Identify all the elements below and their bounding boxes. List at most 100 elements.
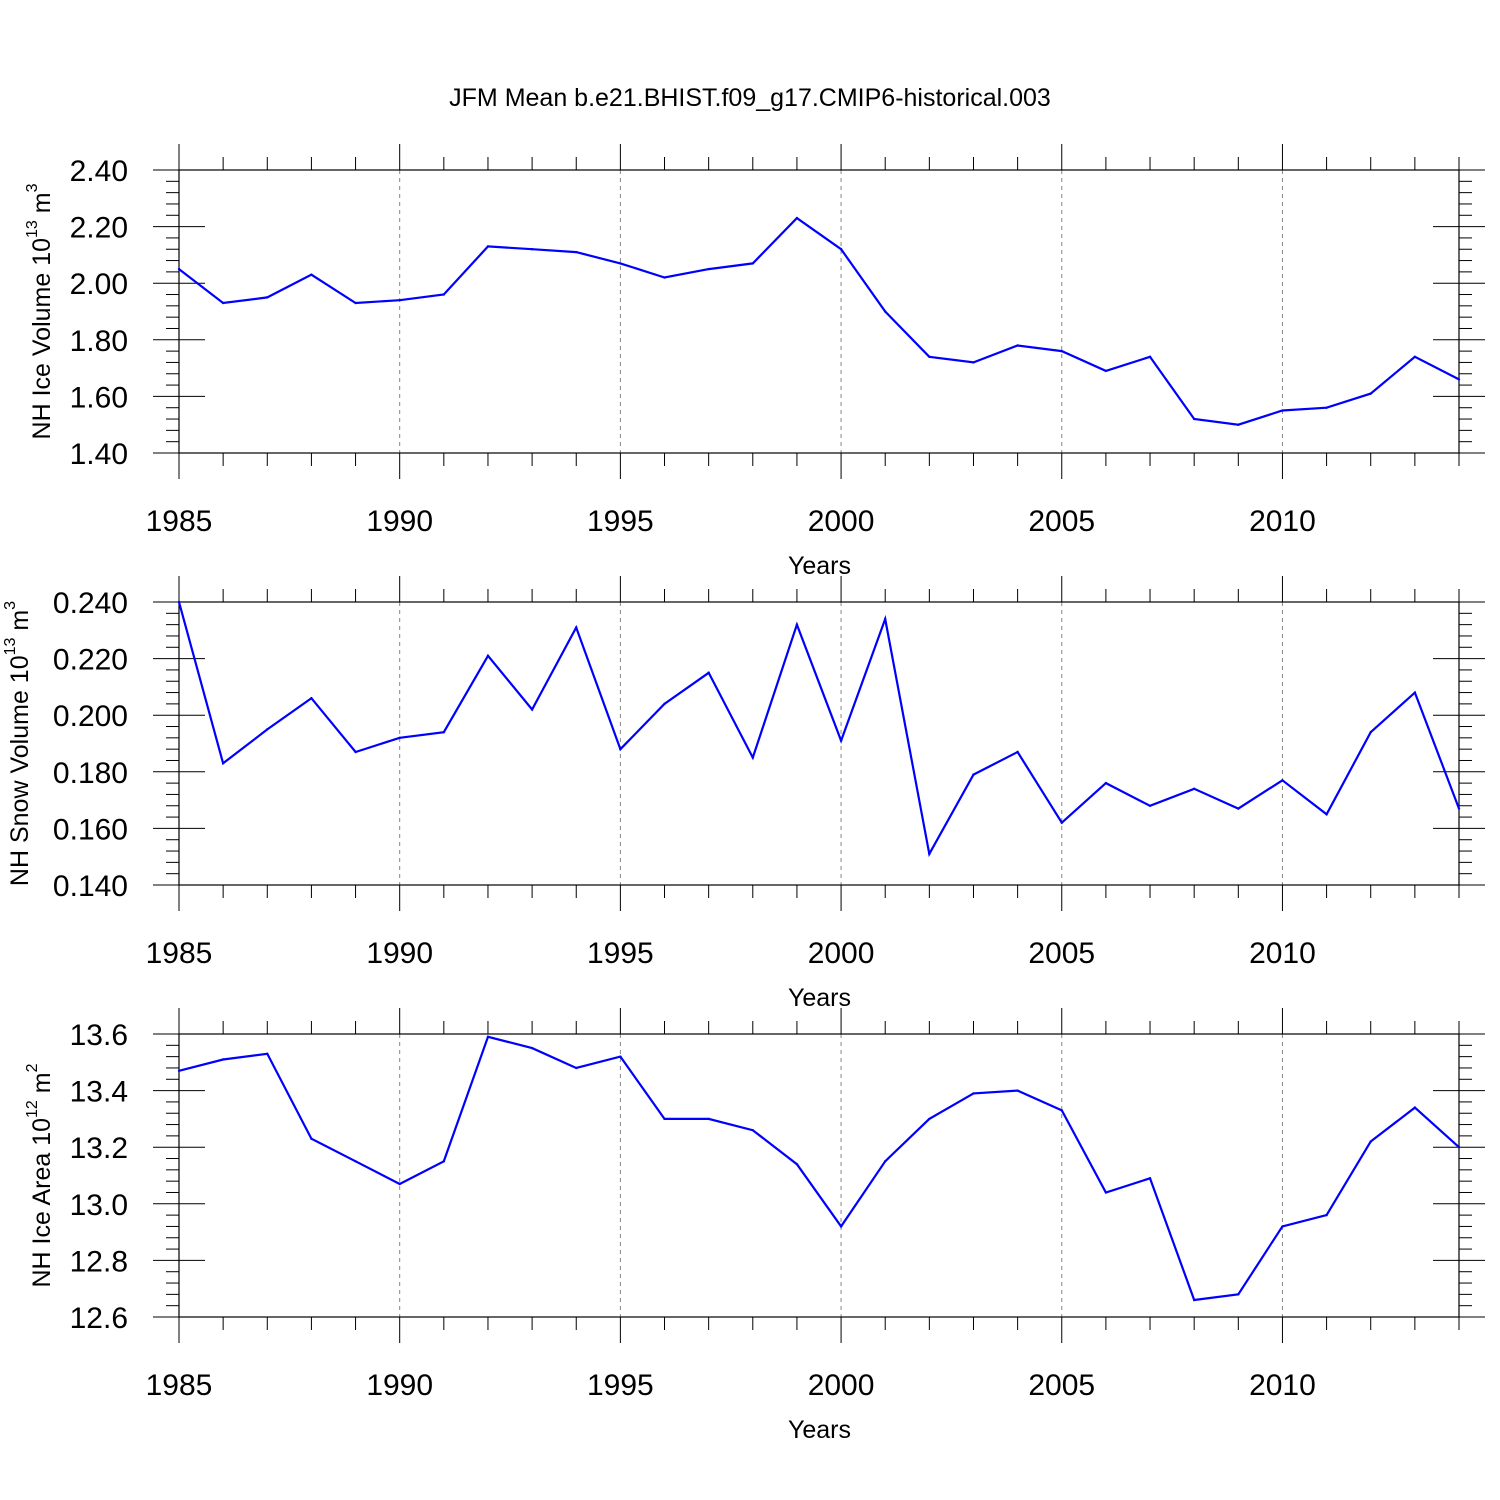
data-point [1148,355,1152,358]
data-point [1104,1191,1108,1194]
data-point [884,1160,887,1163]
figure-title: JFM Mean b.e21.BHIST.f09_g17.CMIP6-histo… [449,84,1051,112]
x-tick-label: 2005 [1028,937,1095,970]
data-point [795,216,799,220]
data-point [1325,406,1328,409]
data-point [1016,750,1019,754]
data-point [1325,1213,1328,1217]
data-point [1413,355,1417,358]
data-point [354,750,357,754]
data-point [1192,1298,1196,1302]
data-point [839,1225,843,1228]
data-point [751,262,754,265]
x-tick-label: 1995 [587,937,654,970]
data-point [707,1117,710,1121]
data-point [310,273,313,276]
data-point [1060,1109,1063,1112]
series-line [177,601,1461,858]
x-tick-label: 2005 [1028,505,1095,538]
data-point [530,1046,534,1050]
data-point [884,310,887,313]
x-tick-label: 2000 [808,505,875,538]
data-point [1192,417,1196,421]
data-point [1016,1089,1019,1092]
y-tick-label: 0.240 [53,587,128,620]
y-tick-label: 2.40 [70,155,128,188]
series-line [178,1035,1460,1302]
x-tick-label: 2010 [1249,1369,1316,1402]
data-point [530,708,534,711]
chart-panel-1: 1.40 1.60 1.80 2.00 2.20 2.40 1985 1990 1995 2000… [24,144,1485,580]
data-point [663,702,666,706]
data-point [442,1160,446,1163]
data-point [177,267,181,271]
x-tick-label: 2010 [1249,505,1316,538]
data-point [1237,807,1240,810]
data-point [1060,821,1063,824]
data-point [1192,787,1196,790]
data-point [266,1052,269,1056]
data-point [1413,691,1417,694]
data-point [619,747,622,751]
x-tick-label: 1990 [366,1369,433,1402]
data-point [177,600,181,604]
data-point [1457,378,1461,381]
data-point [1413,1106,1417,1109]
data-point [221,762,225,765]
data-point [486,245,490,248]
data-point [486,654,490,657]
y-tick-label: 2.00 [70,268,128,301]
data-point [1369,1140,1372,1143]
x-axis-label: Years [788,984,851,1012]
y-tick-label: 0.140 [53,870,128,903]
data-point [1016,344,1019,347]
y-tick-label: 12.6 [70,1302,128,1335]
data-point [398,1182,401,1186]
data-point [795,623,799,626]
y-tick-label: 0.160 [53,813,128,846]
chart-panel-2: 0.140 0.160 0.180 0.200 0.220 0.240 1985 1990 19… [2,576,1485,1012]
x-tick-label: 2010 [1249,937,1316,970]
y-tick-label: 0.180 [53,757,128,790]
x-tick-label: 1995 [587,1369,654,1402]
data-point [707,267,710,271]
y-axis-label: NH Ice Area 1012 m2 [24,1063,57,1287]
x-tick-label: 2005 [1028,1369,1095,1402]
data-point [575,626,578,629]
x-tick-label: 1990 [366,937,433,970]
data-point [530,248,534,251]
data-point [442,293,446,296]
x-tick-label: 1990 [366,505,433,538]
series-line [178,216,1460,426]
data-point [1281,409,1284,412]
x-tick-label: 1985 [146,1369,213,1402]
chart-panel-3: 12.6 12.8 13.0 13.2 13.4 13.6 1985 1990 1995 2000… [24,1008,1485,1444]
data-point [1281,1225,1284,1228]
data-point [1237,423,1240,426]
data-point [1104,369,1108,373]
y-tick-label: 13.6 [70,1019,128,1052]
data-point [707,671,710,674]
data-point [266,728,269,731]
data-point [177,1069,181,1072]
y-tick-label: 2.20 [70,212,128,245]
x-tick-label: 1985 [146,505,213,538]
data-point [839,248,843,251]
y-tick-label: 13.2 [70,1132,128,1165]
data-point [619,262,622,265]
data-point [1369,392,1372,395]
data-point [310,1137,313,1140]
data-point [1281,779,1284,782]
y-tick-label: 13.0 [70,1189,128,1222]
data-point [928,355,931,358]
plot-frame [178,169,1460,454]
data-point [442,730,446,734]
data-point [1457,807,1461,810]
plot-frame [178,601,1460,886]
data-point [1148,804,1152,807]
data-point [1369,730,1372,734]
y-tick-label: 0.200 [53,700,128,733]
data-point [928,1117,931,1121]
data-point [1237,1293,1240,1296]
